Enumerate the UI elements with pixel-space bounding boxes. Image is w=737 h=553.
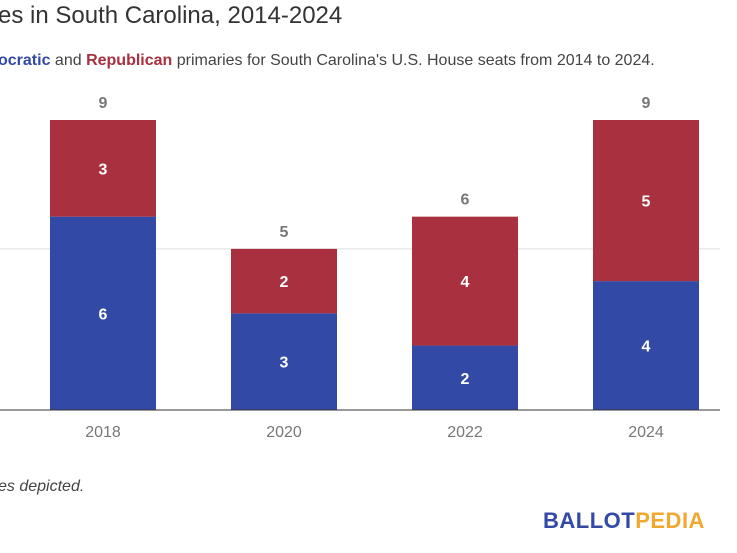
logo-pedia: PEDIA bbox=[635, 508, 705, 533]
bar-democratic-2018 bbox=[50, 216, 156, 410]
x-tick-label: 2022 bbox=[447, 424, 483, 441]
chart-note: es depicted. bbox=[0, 478, 85, 495]
subtitle-and: and bbox=[50, 52, 87, 69]
chart-title: es in South Carolina, 2014-2024 bbox=[0, 2, 343, 29]
total-label: 9 bbox=[99, 95, 108, 112]
data-label: 2 bbox=[280, 274, 289, 291]
data-label: 3 bbox=[280, 355, 289, 372]
x-tick-label: 2020 bbox=[266, 424, 302, 441]
subtitle-republican: Republican bbox=[86, 52, 173, 69]
chart-subtitle: ocratic and Republican primaries for Sou… bbox=[0, 52, 655, 70]
x-tick-label: 2018 bbox=[85, 424, 121, 441]
total-label: 6 bbox=[461, 192, 470, 209]
data-label: 5 bbox=[642, 194, 651, 211]
bar-democratic-2020 bbox=[231, 313, 337, 410]
subtitle-rest: primaries for South Carolina's U.S. Hous… bbox=[172, 52, 655, 69]
data-label: 4 bbox=[461, 274, 470, 291]
bar-democratic-2024 bbox=[593, 281, 699, 410]
data-label: 3 bbox=[99, 161, 108, 178]
bar-republican-2020 bbox=[231, 248, 337, 314]
bar-republican-2018 bbox=[50, 120, 156, 217]
bar-democratic-2022 bbox=[412, 345, 518, 410]
x-tick-label: 2024 bbox=[628, 424, 664, 441]
total-label: 9 bbox=[642, 95, 651, 112]
logo-ballot: BALLOT bbox=[543, 508, 636, 533]
data-label: 4 bbox=[642, 339, 651, 356]
total-label: 5 bbox=[280, 224, 289, 241]
data-label: 6 bbox=[99, 306, 108, 323]
subtitle-democratic: ocratic bbox=[0, 52, 51, 69]
ballotpedia-logo: BALLOTPEDIA bbox=[543, 508, 705, 534]
data-label: 2 bbox=[461, 371, 470, 388]
bar-republican-2024 bbox=[593, 120, 699, 282]
bar-republican-2022 bbox=[412, 216, 518, 346]
